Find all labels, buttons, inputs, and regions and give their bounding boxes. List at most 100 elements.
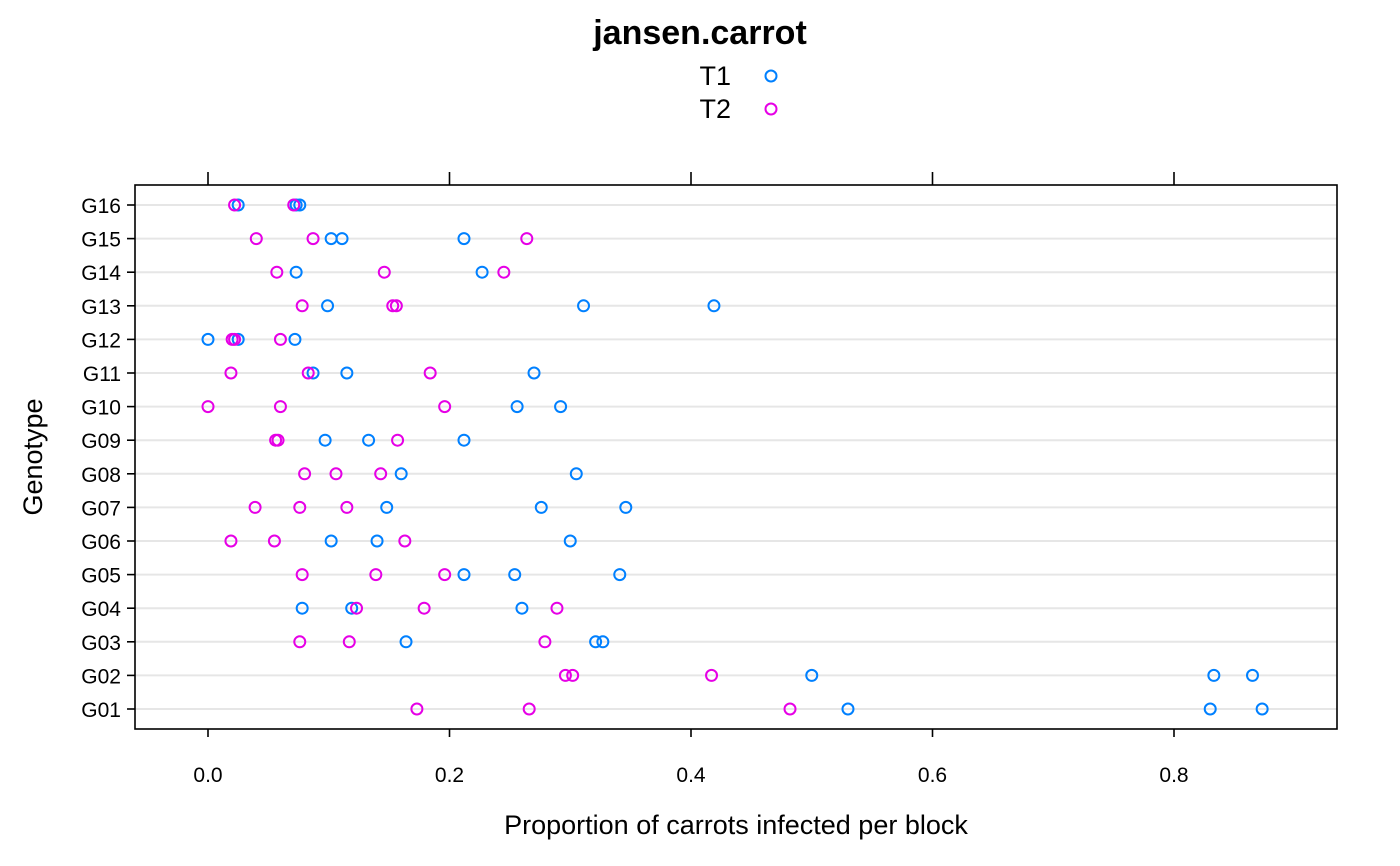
y-tick-label: G04	[81, 598, 121, 621]
data-point-t2	[391, 433, 405, 447]
legend-marker	[764, 102, 778, 116]
data-point-t1	[841, 702, 855, 716]
data-point-t1	[457, 232, 471, 246]
data-point-t1	[707, 299, 721, 313]
data-point-t1	[805, 668, 819, 682]
y-tick-label: G11	[83, 363, 121, 386]
data-point-t1	[1203, 702, 1217, 716]
y-tick-label: G06	[81, 531, 121, 554]
data-point-t2	[270, 265, 284, 279]
data-point-t2	[271, 433, 285, 447]
data-point-t2	[705, 668, 719, 682]
data-point-t1	[289, 265, 303, 279]
data-point-t1	[510, 400, 524, 414]
y-tick-label: G10	[81, 397, 121, 420]
data-point-t1	[318, 433, 332, 447]
x-tick-label: 0.6	[918, 764, 947, 787]
data-point-t2	[273, 400, 287, 414]
y-tick-label: G03	[81, 632, 121, 655]
chart-title: jansen.carrot	[592, 14, 807, 52]
data-point-t1	[596, 635, 610, 649]
data-point-t1	[554, 400, 568, 414]
data-point-t1	[362, 433, 376, 447]
data-point-t2	[522, 702, 536, 716]
data-point-t2	[293, 500, 307, 514]
data-point-t1	[569, 467, 583, 481]
data-point-t2	[423, 366, 437, 380]
data-point-t2	[342, 635, 356, 649]
data-point-t1	[577, 299, 591, 313]
data-point-t2	[228, 332, 242, 346]
data-point-t1	[527, 366, 541, 380]
data-point-t1	[619, 500, 633, 514]
data-point-t1	[201, 332, 215, 346]
data-point-t1	[508, 568, 522, 582]
data-point-t1	[370, 534, 384, 548]
y-tick-label: G14	[81, 262, 121, 285]
data-point-t2	[295, 299, 309, 313]
data-point-t2	[417, 601, 431, 615]
data-point-t2	[273, 332, 287, 346]
data-point-t1	[340, 366, 354, 380]
data-point-t1	[475, 265, 489, 279]
data-point-t1	[306, 366, 320, 380]
data-point-t2	[306, 232, 320, 246]
data-point-t1	[295, 601, 309, 615]
data-point-t2	[329, 467, 343, 481]
data-point-t2	[438, 568, 452, 582]
data-point-t1	[231, 198, 245, 212]
data-point-t2	[374, 467, 388, 481]
data-point-t2	[350, 601, 364, 615]
grid-lines	[135, 204, 1337, 710]
data-point-t1	[534, 500, 548, 514]
data-point-t2	[369, 568, 383, 582]
data-points	[201, 198, 1269, 716]
x-tick-label: 0.8	[1159, 764, 1188, 787]
x-axis-label: Proportion of carrots infected per block	[504, 810, 968, 840]
x-tick-label: 0.0	[193, 764, 222, 787]
legend-label: T2	[699, 94, 731, 124]
data-point-t2	[386, 299, 400, 313]
x-tick-label: 0.2	[435, 764, 464, 787]
data-point-t1	[321, 299, 335, 313]
data-point-t2	[287, 198, 301, 212]
y-tick-label: G13	[81, 296, 121, 319]
y-tick-label: G16	[81, 195, 121, 218]
data-point-t2	[497, 265, 511, 279]
data-point-t2	[224, 534, 238, 548]
data-point-t1	[589, 635, 603, 649]
data-point-t1	[399, 635, 413, 649]
y-tick-label: G09	[81, 430, 121, 453]
data-point-t1	[457, 568, 471, 582]
data-point-t2	[267, 534, 281, 548]
data-point-t2	[228, 198, 242, 212]
data-point-t2	[201, 400, 215, 414]
data-point-t2	[377, 265, 391, 279]
y-tick-label: G12	[81, 329, 121, 352]
data-point-t1	[288, 332, 302, 346]
data-point-t2	[550, 601, 564, 615]
data-point-t2	[248, 500, 262, 514]
data-point-t2	[293, 635, 307, 649]
data-point-t1	[1207, 668, 1221, 682]
y-tick-label: G15	[81, 229, 121, 252]
data-point-t1	[324, 534, 338, 548]
data-point-t1	[1245, 668, 1259, 682]
y-tick-label: G08	[81, 464, 121, 487]
axes: G01 G02 G03 G04 G05 G06 G07 G08 G09 G10 G11 G12 G13 G…	[81, 172, 1189, 787]
y-tick-label: G02	[81, 665, 121, 688]
data-point-t1	[457, 433, 471, 447]
data-point-t1	[345, 601, 359, 615]
data-point-t2	[340, 500, 354, 514]
y-tick-label: G07	[81, 497, 121, 520]
data-point-t2	[301, 366, 315, 380]
x-tick-label: 0.4	[676, 764, 706, 787]
y-tick-label: G01	[81, 699, 121, 722]
data-point-t1	[394, 467, 408, 481]
y-axis-label: Genotype	[18, 398, 48, 515]
data-point-t2	[224, 366, 238, 380]
data-point-t2	[438, 400, 452, 414]
data-point-t1	[335, 232, 349, 246]
